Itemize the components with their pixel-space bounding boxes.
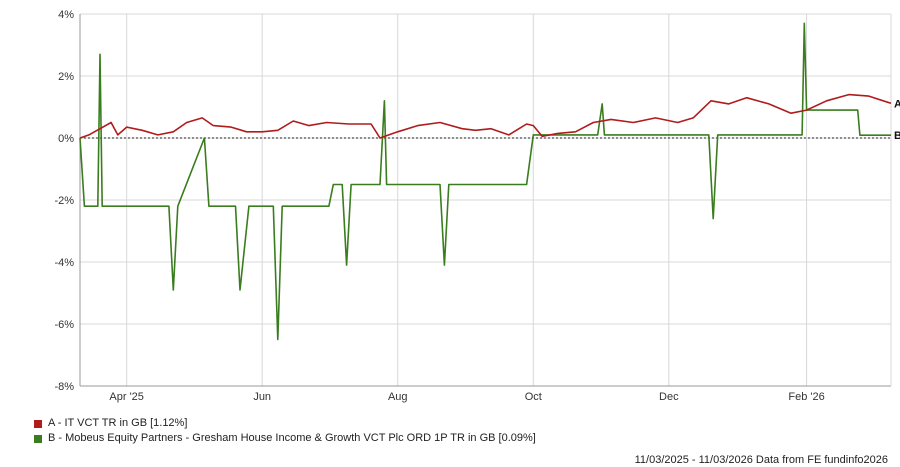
y-tick-label: -4% <box>54 257 74 269</box>
x-tick-label: Dec <box>659 391 679 403</box>
series-line-a <box>79 93 892 139</box>
y-tick-label: 4% <box>58 9 74 21</box>
legend-item-a: A - IT VCT TR in GB [1.12%] <box>34 416 536 431</box>
series-end-label-b: B <box>894 130 900 142</box>
legend-swatch-b <box>34 434 42 443</box>
series-line-b <box>79 22 891 341</box>
y-tick-label: 2% <box>58 71 74 83</box>
x-tick-label: Oct <box>525 391 542 403</box>
y-tick-label: -8% <box>54 381 74 393</box>
y-tick-label: -6% <box>54 319 74 331</box>
axes <box>79 14 892 387</box>
line-chart: 4% 2% 0% -2% -4% -6% -8% Apr '25 Jun Aug Oct Dec Feb… <box>54 9 900 403</box>
legend-swatch-a <box>34 419 42 428</box>
legend: A - IT VCT TR in GB [1.12%] B - Mobeus E… <box>34 416 536 446</box>
x-tick-label: Jun <box>253 391 271 403</box>
legend-label-b: B - Mobeus Equity Partners - Gresham Hou… <box>48 432 536 444</box>
x-tick-label: Apr '25 <box>109 391 144 403</box>
x-tick-label: Aug <box>388 391 408 403</box>
series-end-label-a: A <box>894 98 900 110</box>
y-tick-label: -2% <box>54 195 74 207</box>
y-tick-label: 0% <box>58 133 74 145</box>
grid-lines <box>80 13 891 387</box>
x-tick-label: Feb '26 <box>788 391 824 403</box>
footer-source: 11/03/2025 - 11/03/2026 Data from FE fun… <box>634 454 888 466</box>
series-lines <box>79 22 892 341</box>
legend-label-a: A - IT VCT TR in GB [1.12%] <box>48 417 188 429</box>
tick-labels: 4% 2% 0% -2% -4% -6% -8% Apr '25 Jun Aug Oct Dec Feb… <box>54 9 900 403</box>
legend-item-b: B - Mobeus Equity Partners - Gresham Hou… <box>34 431 536 446</box>
